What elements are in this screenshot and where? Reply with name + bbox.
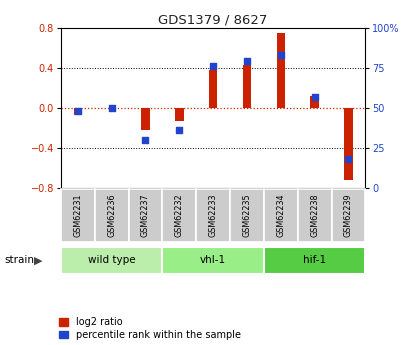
FancyBboxPatch shape bbox=[298, 189, 331, 242]
Legend: log2 ratio, percentile rank within the sample: log2 ratio, percentile rank within the s… bbox=[60, 317, 241, 340]
FancyBboxPatch shape bbox=[196, 189, 230, 242]
Text: hif-1: hif-1 bbox=[303, 256, 326, 265]
Point bbox=[311, 94, 318, 99]
Text: GSM62236: GSM62236 bbox=[107, 194, 116, 237]
Bar bbox=[243, 65, 251, 108]
Text: ▶: ▶ bbox=[34, 256, 43, 265]
Text: GSM62239: GSM62239 bbox=[344, 194, 353, 237]
Point bbox=[345, 156, 352, 162]
Bar bbox=[141, 108, 150, 130]
Text: GSM62235: GSM62235 bbox=[242, 194, 252, 237]
Text: GSM62233: GSM62233 bbox=[209, 194, 218, 237]
FancyBboxPatch shape bbox=[129, 189, 163, 242]
FancyBboxPatch shape bbox=[61, 189, 95, 242]
Bar bbox=[310, 96, 319, 108]
FancyBboxPatch shape bbox=[230, 189, 264, 242]
Bar bbox=[209, 70, 218, 108]
FancyBboxPatch shape bbox=[264, 246, 365, 275]
Text: wild type: wild type bbox=[88, 256, 136, 265]
Point bbox=[244, 59, 250, 64]
Point bbox=[142, 137, 149, 143]
FancyBboxPatch shape bbox=[95, 189, 129, 242]
Text: GSM62234: GSM62234 bbox=[276, 194, 285, 237]
Point bbox=[176, 128, 183, 133]
Bar bbox=[344, 108, 353, 180]
Text: GSM62232: GSM62232 bbox=[175, 194, 184, 237]
FancyBboxPatch shape bbox=[264, 189, 298, 242]
Bar bbox=[175, 108, 184, 121]
Point bbox=[210, 63, 217, 69]
Text: GSM62238: GSM62238 bbox=[310, 194, 319, 237]
FancyBboxPatch shape bbox=[163, 189, 196, 242]
Text: vhl-1: vhl-1 bbox=[200, 256, 226, 265]
Text: GSM62237: GSM62237 bbox=[141, 194, 150, 237]
Point bbox=[108, 105, 115, 110]
Bar bbox=[277, 33, 285, 108]
Text: GSM62231: GSM62231 bbox=[74, 194, 82, 237]
FancyBboxPatch shape bbox=[61, 246, 163, 275]
Point bbox=[74, 108, 81, 114]
FancyBboxPatch shape bbox=[331, 189, 365, 242]
Text: strain: strain bbox=[4, 256, 34, 265]
Bar bbox=[74, 108, 82, 115]
Point bbox=[278, 52, 284, 58]
FancyBboxPatch shape bbox=[163, 246, 264, 275]
Title: GDS1379 / 8627: GDS1379 / 8627 bbox=[158, 13, 268, 27]
